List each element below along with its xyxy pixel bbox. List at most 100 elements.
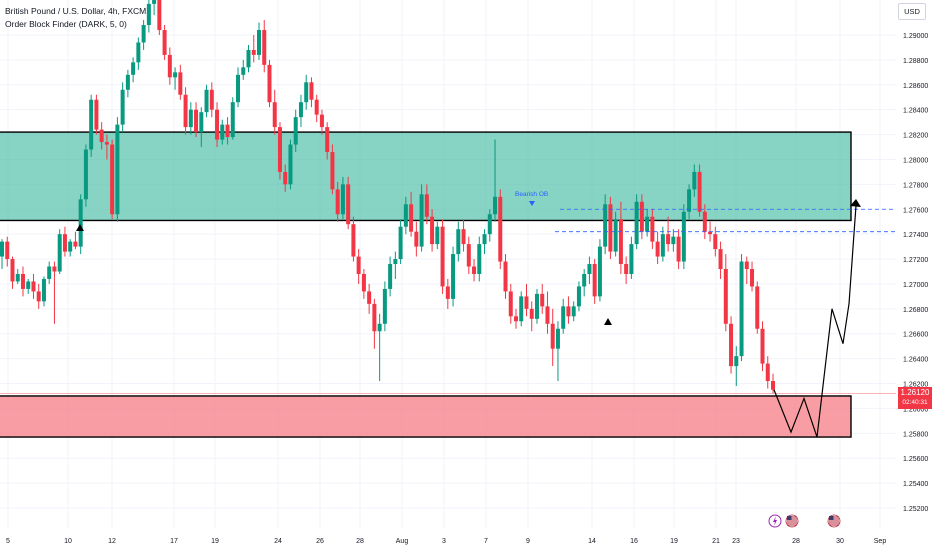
candle-body [771, 381, 775, 390]
candle-body [47, 266, 52, 279]
candle-body [68, 241, 73, 252]
candle-body [173, 72, 178, 78]
candle-body [335, 189, 340, 215]
candle-body [477, 244, 482, 274]
price-axis-label: 1.26000 [903, 406, 928, 413]
candle-body [304, 82, 309, 103]
candle-body [157, 0, 162, 31]
candle-body [209, 89, 214, 110]
price-axis[interactable]: 1.29000 1.28800 1.28600 1.28400 1.28200 1.280… [896, 0, 932, 550]
candle-body [514, 316, 518, 322]
candle-body [403, 204, 408, 227]
lightning-icon[interactable] [768, 514, 782, 528]
candle-body [624, 264, 629, 274]
candle-body [629, 244, 634, 274]
candle-body [131, 62, 136, 75]
candle-body [225, 124, 230, 138]
time-axis-label: 30 [836, 538, 844, 545]
candle-body [650, 216, 655, 242]
candle-body [141, 25, 146, 43]
candle-body [681, 211, 686, 262]
candle-body [451, 254, 456, 299]
candle-body [608, 204, 613, 252]
candle-body [660, 234, 665, 257]
indicator-title[interactable]: Order Block Finder (DARK, 5, 0) [5, 18, 127, 29]
time-axis-label: 24 [274, 538, 282, 545]
order-block-zones [0, 131, 852, 438]
candle-body [676, 236, 681, 262]
time-axis[interactable]: 5 10 12 17 19 24 26 28 Aug 3 7 9 14 16 19 21 23 28 30 Sep [6, 514, 887, 545]
candle-body [188, 109, 193, 128]
time-axis-label: 12 [108, 538, 116, 545]
candle-body [493, 196, 498, 215]
us-flag-icon[interactable] [827, 514, 841, 528]
candle-body [765, 363, 770, 382]
candle-body [283, 171, 288, 185]
price-axis-label: 1.28600 [903, 83, 928, 90]
flag-stripe [787, 520, 797, 522]
candle-body [73, 241, 78, 247]
price-axis-label: 1.25800 [903, 431, 928, 438]
candle-body [178, 72, 183, 95]
candle-body [414, 231, 419, 247]
candle-body [152, 0, 157, 4]
candle-body [534, 293, 539, 319]
time-axis-label: 28 [356, 538, 364, 545]
time-axis-label: Sep [874, 538, 887, 545]
candle-body [545, 306, 550, 324]
price-axis-label: 1.28000 [903, 157, 928, 164]
candle-body [162, 30, 167, 55]
candle-body [36, 291, 41, 302]
candle-body [309, 82, 314, 100]
candle-body [146, 3, 151, 26]
candle-body [330, 152, 335, 190]
candle-body [524, 296, 529, 309]
candle-body [671, 236, 676, 245]
time-axis-label: 26 [316, 538, 324, 545]
bar-countdown: 02:40:31 [902, 399, 928, 406]
time-axis-label: 9 [526, 538, 530, 545]
candle-body [319, 114, 324, 128]
price-axis-label: 1.26400 [903, 357, 928, 364]
candle-body [550, 323, 555, 349]
candle-body [419, 194, 424, 247]
price-axis-label: 1.25400 [903, 481, 928, 488]
chart-overlays: Bearish OB [0, 191, 896, 438]
price-axis-label: 1.26200 [903, 382, 928, 389]
symbol-title[interactable]: British Pound / U.S. Dollar, 4h, FXCM [5, 6, 147, 16]
candle-body [267, 64, 272, 103]
candle-body [241, 67, 246, 75]
price-axis-label: 1.29000 [903, 33, 928, 40]
candle-body [592, 264, 597, 297]
candle-body [361, 273, 366, 292]
candle-body [388, 264, 393, 289]
candle-body [519, 296, 524, 322]
price-axis-label: 1.28800 [903, 58, 928, 65]
candle-body [744, 261, 749, 270]
candle-body [272, 102, 277, 128]
candle-body [430, 216, 435, 245]
candle-body [230, 102, 235, 138]
us-flag-icon[interactable] [785, 514, 799, 528]
price-axis-label: 1.27800 [903, 182, 928, 189]
flag-canton [829, 516, 834, 520]
candle-body [31, 281, 36, 292]
time-axis-label: 19 [211, 538, 219, 545]
candles [0, 0, 775, 394]
candle-body [702, 211, 707, 232]
projection-path [773, 205, 857, 438]
candle-body [10, 259, 15, 282]
time-axis-label: 19 [670, 538, 678, 545]
currency-button[interactable]: USD [898, 3, 926, 20]
candle-body [62, 234, 67, 252]
candle-body [215, 109, 220, 140]
price-axis-label: 1.27600 [903, 207, 928, 214]
candle-body [298, 102, 303, 118]
candle-body [293, 117, 298, 145]
annotation-bearish-ob: Bearish OB [515, 191, 548, 198]
candle-body [461, 229, 466, 245]
candle-body [755, 286, 760, 329]
price-axis-label: 1.26600 [903, 332, 928, 339]
candle-body [0, 241, 4, 257]
